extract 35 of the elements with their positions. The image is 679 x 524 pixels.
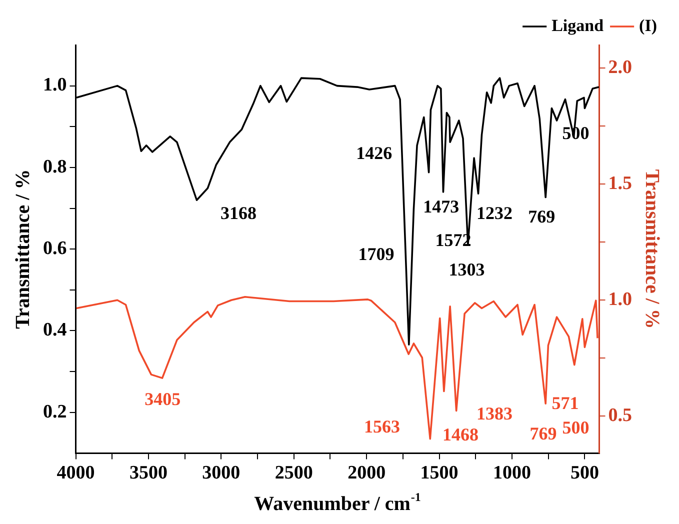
annotation: 1383 [476,403,513,424]
x-tick-label: 3500 [129,462,168,484]
x-tick-label: 3000 [202,462,240,484]
annotation: 1709 [358,244,394,264]
x-tick-label: 4000 [56,462,95,484]
y2-axis-title: Transmittance / % [640,169,663,329]
x-tick-label: 1000 [493,462,531,484]
annotation: 3168 [220,203,257,224]
annotation: 1468 [442,424,479,445]
x-tick-label: 2000 [348,462,386,484]
annotation: 1232 [476,203,513,224]
annotation: 3405 [144,388,181,409]
y2-tick-label: 1.0 [608,289,632,310]
annotation: 571 [552,392,579,413]
y2-tick-label: 0.5 [608,404,632,426]
y2-tick-label: 1.5 [608,173,632,194]
y-tick-label: 0.8 [43,156,67,178]
x-tick-label: 2500 [274,462,313,484]
annotation: 769 [528,206,556,226]
y-tick-label: 0.4 [43,320,68,341]
legend-label: (I) [639,16,658,35]
annotation: 1473 [423,196,460,217]
legend-label: Ligand [552,16,604,35]
annotation: 1303 [448,259,485,280]
x-tick-label: 500 [570,462,599,484]
annotation: 500 [562,417,590,438]
y2-tick-label: 2.0 [608,57,632,78]
y-axis-title: Transmittance / % [12,169,34,329]
y-tick-label: 0.2 [43,401,67,422]
y-tick-label: 0.6 [43,238,67,260]
x-tick-label: 1500 [420,462,458,484]
annotation: 1426 [356,143,392,164]
y-tick-label: 1.0 [43,74,67,96]
annotation: 769 [530,423,557,444]
annotation: 1563 [364,416,400,437]
